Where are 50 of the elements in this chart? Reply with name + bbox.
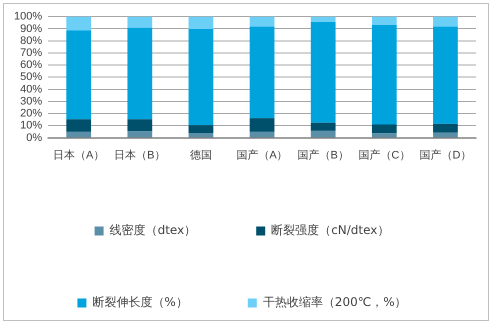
bar [372, 133, 397, 138]
y-tick-label: 50% [20, 71, 42, 84]
bar [433, 124, 458, 133]
x-tick-label: 国产（B） [298, 148, 349, 162]
legend-label: 线密度（dtex） [110, 223, 196, 238]
legend-label: 断裂伸长度（%） [92, 295, 188, 310]
bar [66, 30, 92, 120]
bar [250, 26, 274, 118]
y-tick-label: 40% [20, 83, 42, 96]
y-tick-label: 60% [20, 59, 42, 72]
bar [188, 132, 214, 138]
bar [310, 16, 336, 22]
legend-label: 断裂强度（cN/dtex） [271, 223, 390, 238]
bar [372, 24, 397, 124]
y-tick-label: 70% [20, 46, 42, 59]
bar [433, 132, 458, 138]
x-tick-label: 国产（D） [419, 148, 472, 162]
y-tick-label: 20% [20, 108, 42, 120]
bar [188, 125, 214, 133]
x-tick-label: 日本（A） [53, 148, 104, 162]
x-tick-label: 德国 [190, 149, 212, 162]
bar [433, 26, 458, 124]
x-tick-label: 日本（B） [114, 148, 166, 162]
bar [127, 131, 152, 138]
bar [433, 16, 458, 27]
y-tick-label: 30% [20, 95, 42, 108]
bar [310, 22, 336, 123]
bar [310, 130, 336, 138]
bar [127, 119, 152, 132]
bar [127, 16, 152, 28]
bar [66, 16, 92, 31]
legend-label: 干热收缩率（200℃，%） [262, 295, 407, 310]
y-tick-label: 80% [20, 34, 42, 47]
bar [188, 16, 214, 29]
y-tick-label: 10% [20, 120, 42, 132]
bar [188, 28, 214, 126]
bar [250, 16, 274, 27]
bar [310, 122, 336, 131]
bar [372, 124, 397, 134]
y-tick-label: 100% [14, 10, 42, 23]
bar [66, 119, 92, 132]
y-tick-label: 90% [20, 22, 42, 35]
x-tick-label: 国产（A） [236, 148, 288, 162]
bar [250, 132, 274, 138]
bar [372, 16, 397, 25]
y-tick-label: 0% [26, 132, 42, 144]
bar [66, 132, 92, 138]
bar [250, 118, 274, 132]
bar [127, 28, 152, 120]
x-tick-label: 国产（C） [358, 148, 410, 162]
